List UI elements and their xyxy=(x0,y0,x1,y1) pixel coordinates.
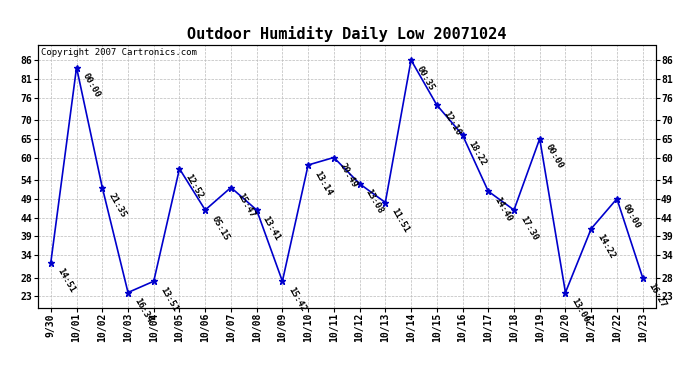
Text: 13:41: 13:41 xyxy=(261,214,282,242)
Text: 16:34: 16:34 xyxy=(132,297,153,324)
Text: 16:27: 16:27 xyxy=(647,282,668,309)
Text: 13:08: 13:08 xyxy=(364,188,385,216)
Text: 12:10: 12:10 xyxy=(441,109,462,137)
Text: 15:42: 15:42 xyxy=(286,285,308,313)
Text: 13:00: 13:00 xyxy=(570,297,591,324)
Text: 12:52: 12:52 xyxy=(184,173,205,201)
Text: 13:14: 13:14 xyxy=(313,169,333,197)
Text: 13:51: 13:51 xyxy=(158,285,179,313)
Text: 11:51: 11:51 xyxy=(389,207,411,234)
Text: 21:35: 21:35 xyxy=(106,192,128,219)
Text: 18:22: 18:22 xyxy=(466,139,488,167)
Text: 14:40: 14:40 xyxy=(493,195,513,223)
Text: Copyright 2007 Cartronics.com: Copyright 2007 Cartronics.com xyxy=(41,48,197,57)
Title: Outdoor Humidity Daily Low 20071024: Outdoor Humidity Daily Low 20071024 xyxy=(187,27,506,42)
Text: 05:15: 05:15 xyxy=(209,214,230,242)
Text: 14:51: 14:51 xyxy=(55,267,76,294)
Text: 00:35: 00:35 xyxy=(415,64,437,92)
Text: 15:47: 15:47 xyxy=(235,192,256,219)
Text: 20:49: 20:49 xyxy=(338,162,359,189)
Text: 00:00: 00:00 xyxy=(544,143,565,171)
Text: 14:22: 14:22 xyxy=(595,233,617,261)
Text: 00:00: 00:00 xyxy=(621,203,642,231)
Text: 00:00: 00:00 xyxy=(81,72,102,99)
Text: 17:30: 17:30 xyxy=(518,214,540,242)
